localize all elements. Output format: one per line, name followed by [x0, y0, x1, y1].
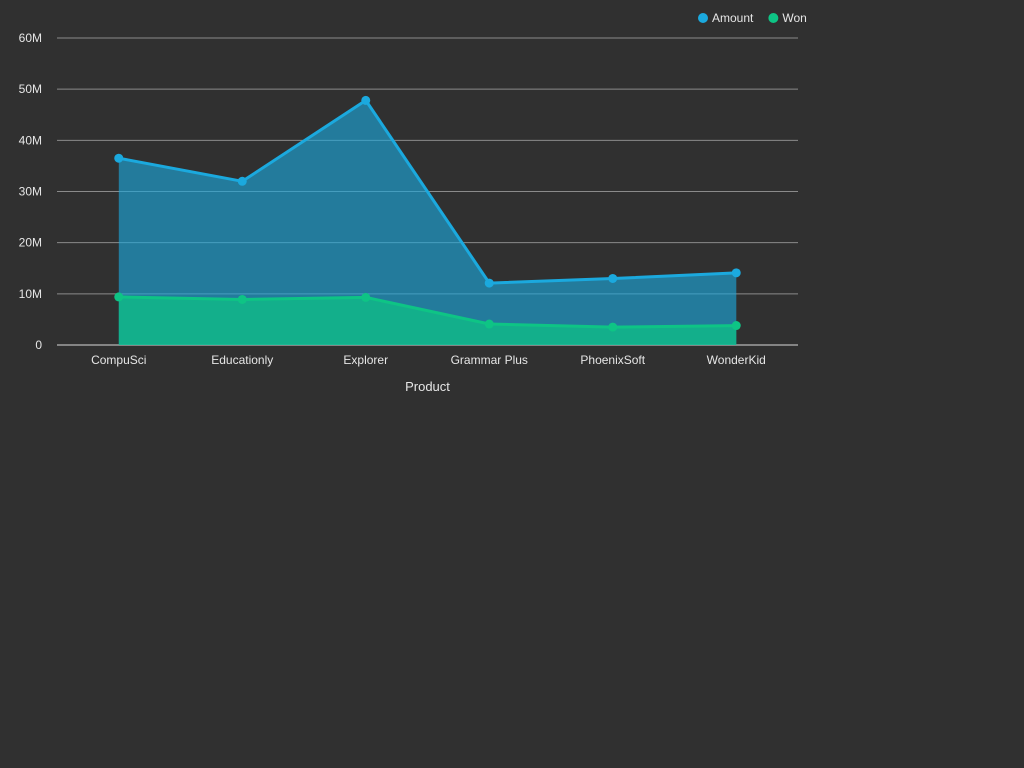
data-point-amount[interactable]	[361, 95, 371, 105]
legend[interactable]: Amount Won	[698, 11, 807, 25]
legend-item-won[interactable]: Won	[768, 11, 807, 25]
x-tick-label: Grammar Plus	[451, 353, 528, 367]
area-won	[118, 296, 737, 345]
legend-label: Won	[782, 11, 806, 25]
data-point-amount[interactable]	[114, 153, 124, 163]
legend-item-amount[interactable]: Amount	[698, 11, 754, 25]
legend-swatch	[698, 13, 708, 23]
legend-swatch	[768, 13, 779, 23]
series-points[interactable]	[114, 95, 741, 332]
data-point-amount[interactable]	[608, 273, 618, 283]
x-axis-ticks: CompuSci Educationly Explorer Grammar Plus P…	[91, 353, 766, 367]
x-tick-label: Educationly	[211, 353, 273, 367]
data-point-amount[interactable]	[237, 176, 247, 186]
data-point-amount[interactable]	[484, 278, 494, 288]
data-point-won[interactable]	[608, 322, 618, 332]
series-areas	[118, 100, 737, 346]
x-tick-label: WonderKid	[707, 353, 766, 367]
data-point-won[interactable]	[731, 321, 741, 331]
data-point-won[interactable]	[114, 292, 124, 302]
data-point-won[interactable]	[484, 319, 494, 329]
y-axis-ticks: 0 10M 20M 30M 40M 50M 60M	[19, 31, 43, 352]
y-tick-label: 60M	[19, 31, 42, 45]
series-lines	[117, 98, 738, 329]
x-tick-label: PhoenixSoft	[580, 353, 645, 367]
y-tick-label: 0	[35, 338, 42, 352]
x-tick-label: Explorer	[343, 353, 388, 367]
y-tick-label: 50M	[19, 82, 42, 96]
y-tick-label: 30M	[19, 185, 42, 199]
y-tick-label: 40M	[19, 133, 42, 147]
y-tick-label: 20M	[19, 236, 42, 250]
line-amount	[117, 98, 738, 285]
data-point-won[interactable]	[237, 294, 247, 304]
line-won	[117, 295, 738, 329]
data-point-won[interactable]	[361, 292, 371, 302]
data-point-amount[interactable]	[731, 268, 741, 278]
legend-label: Amount	[712, 11, 754, 25]
y-tick-label: 10M	[19, 287, 42, 301]
x-axis-title: Product	[405, 379, 450, 394]
x-tick-label: CompuSci	[91, 353, 146, 367]
